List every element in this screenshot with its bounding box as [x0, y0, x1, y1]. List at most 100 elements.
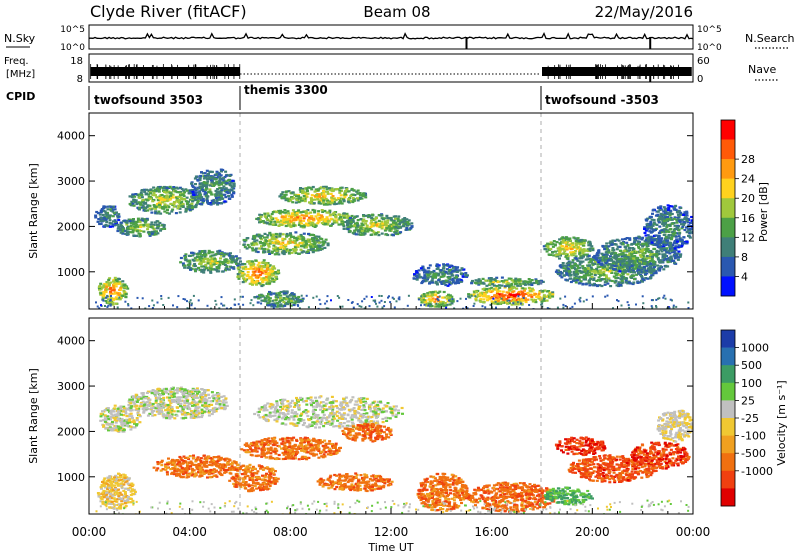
power-cell: [266, 242, 270, 246]
power-cell: [318, 216, 322, 220]
power-cell: [609, 257, 613, 260]
power-cell: [120, 221, 124, 224]
power-cell: [317, 193, 321, 196]
power-cell: [622, 263, 626, 266]
power-cell: [292, 212, 296, 216]
power-cell: [302, 194, 306, 198]
power-cell: [509, 277, 513, 280]
power-cell: [148, 195, 152, 199]
power-cell: [399, 221, 402, 224]
power-cell: [260, 272, 264, 275]
power-cell: [580, 276, 583, 279]
power-cell: [168, 185, 172, 188]
power-cell: [490, 302, 494, 305]
power-cell: [272, 233, 275, 237]
power-cell: [246, 271, 250, 274]
power-cell: [112, 223, 116, 226]
power-cell: [510, 279, 514, 282]
power-cell: [495, 292, 499, 295]
power-cell: [150, 211, 154, 214]
power-cell: [280, 223, 284, 226]
power-cell: [617, 260, 621, 263]
power-cell: [264, 242, 268, 245]
power-cell: [174, 212, 178, 215]
power-cell: [633, 260, 637, 263]
power-cell: [498, 293, 502, 296]
power-cell: [256, 295, 260, 298]
power-cell: [142, 188, 146, 191]
power-cell: [518, 290, 521, 294]
power-cell: [619, 249, 622, 252]
power-cell: [526, 298, 530, 301]
power-cell: [230, 195, 234, 198]
power-cell: [245, 274, 249, 277]
power-cell: [257, 270, 261, 273]
power-cell: [187, 254, 191, 257]
power-cell: [176, 200, 180, 203]
power-cell: [313, 209, 317, 212]
cpid-segment-2: themis 3300: [244, 83, 328, 97]
power-cell: [356, 219, 360, 222]
power-cell: [194, 191, 198, 194]
power-cell: [548, 291, 552, 294]
power-cell: [546, 244, 550, 247]
power-cell: [258, 247, 262, 250]
power-cell: [529, 293, 533, 297]
power-cell: [145, 218, 149, 221]
power-cell: [316, 189, 320, 192]
power-cell: [636, 242, 640, 245]
power-cell: [175, 199, 179, 202]
power-cell: [210, 260, 214, 263]
power-cell: [641, 280, 644, 283]
power-cell: [279, 193, 283, 196]
power-cell: [124, 232, 128, 235]
power-cell: [183, 197, 187, 201]
power-cell: [206, 269, 210, 272]
power-cell: [311, 239, 315, 242]
power-cell: [151, 200, 155, 203]
power-cell: [650, 268, 654, 271]
power-cell: [648, 259, 652, 263]
power-cell: [177, 195, 181, 199]
power-cell: [229, 181, 233, 184]
power-cell: [211, 176, 215, 179]
power-cell: [259, 236, 263, 240]
power-cell: [509, 300, 512, 303]
power-cell: [581, 250, 585, 253]
power-cell: [132, 234, 136, 237]
power-cell: [349, 216, 352, 220]
power-cell: [152, 186, 156, 189]
power-cell: [673, 227, 677, 230]
power-cell: [619, 253, 623, 256]
power-cell: [543, 289, 547, 292]
power-cell: [309, 245, 313, 248]
power-cell: [364, 227, 368, 230]
power-cell: [475, 296, 479, 299]
power-cell: [530, 282, 533, 285]
power-cell: [226, 192, 230, 195]
power-cell: [220, 170, 223, 173]
power-cell: [591, 283, 595, 286]
power-cell: [269, 216, 273, 220]
power-cell: [200, 255, 203, 258]
power-cell: [267, 278, 271, 281]
power-cell: [222, 177, 225, 180]
power-cell: [194, 193, 198, 196]
power-cell: [548, 295, 552, 298]
power-cell: [115, 279, 119, 282]
power-cell: [284, 292, 288, 295]
power-cell: [251, 270, 255, 273]
power-cell: [291, 191, 295, 194]
power-cell: [320, 222, 324, 225]
power-cell: [593, 282, 596, 285]
power-cell: [263, 236, 266, 239]
power-cell: [619, 242, 623, 245]
power-cell: [483, 291, 486, 294]
power-cell: [434, 290, 438, 293]
power-cell: [503, 297, 507, 300]
power-cell: [638, 265, 642, 268]
power-cell: [405, 228, 409, 231]
power-cell: [302, 238, 306, 241]
power-cell: [167, 205, 171, 208]
